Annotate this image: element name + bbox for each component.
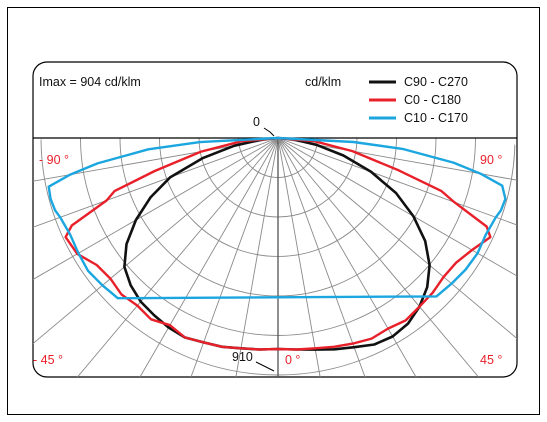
grid-ray — [33, 138, 279, 280]
polar-grid — [33, 137, 517, 377]
series-curve-1 — [64, 136, 492, 351]
legend: C90 - C270 C0 - C180 C10 - C170 — [369, 75, 468, 125]
angle-label-left-90: - 90 ° — [39, 153, 69, 167]
intensity-curves — [47, 136, 507, 351]
plot-area — [32, 61, 518, 378]
diagram-frame: Imax = 904 cd/klm cd/klm C90 - C270 C0 -… — [7, 7, 540, 415]
grid-ray — [139, 138, 279, 377]
imax-label: Imax = 904 cd/klm — [39, 75, 141, 89]
grid-ray — [33, 138, 279, 344]
grid-ray — [277, 138, 479, 377]
legend-label-c10: C10 - C170 — [404, 111, 468, 125]
legend-label-c90: C90 - C270 — [404, 75, 468, 89]
legend-label-c0: C0 - C180 — [404, 93, 461, 107]
unit-label: cd/klm — [305, 75, 341, 89]
grid-ray — [77, 138, 279, 377]
grid-ray — [277, 138, 517, 226]
grid-ray — [33, 138, 279, 228]
grid-ray — [235, 138, 279, 377]
grid-ray — [277, 138, 517, 339]
zero-leader — [263, 127, 275, 137]
r-max-label: 910 — [232, 350, 253, 364]
grid-ray — [277, 138, 321, 377]
angle-label-right-45: 45 ° — [480, 353, 502, 367]
polar-photometric-chart: Imax = 904 cd/klm cd/klm C90 - C270 C0 -… — [32, 61, 518, 378]
angle-label-right-90: 90 ° — [480, 153, 502, 167]
grid-lines — [33, 138, 517, 377]
grid-ray — [277, 138, 366, 377]
angle-label-left-45: - 45 ° — [33, 353, 63, 367]
series-curve-2 — [47, 136, 507, 300]
r-max-leader — [255, 361, 275, 372]
zero-label: 0 — [253, 115, 260, 129]
series-curve-0 — [123, 136, 431, 351]
angle-label-bottom-0: 0 ° — [285, 353, 300, 367]
grid-ray — [190, 138, 279, 377]
